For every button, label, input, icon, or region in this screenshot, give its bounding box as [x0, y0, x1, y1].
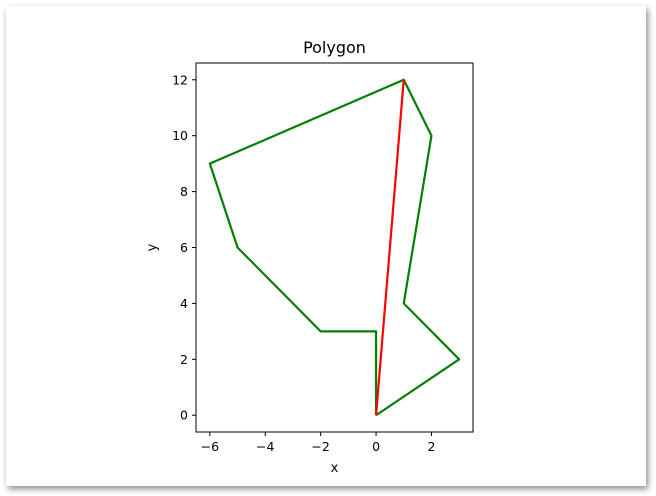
x-tick-label: −6: [201, 439, 219, 454]
x-tick-label: −2: [311, 439, 329, 454]
y-tick-label: 0: [180, 408, 188, 423]
y-tick-label: 4: [180, 296, 188, 311]
y-tick-label: 10: [172, 128, 188, 143]
x-ticks: −6 −4 −2 0 2: [201, 432, 435, 454]
y-axis-label: y: [145, 243, 160, 251]
x-tick-label: −4: [256, 439, 274, 454]
polygon-outline-line: [208, 78, 461, 417]
diagonal-line: [374, 79, 405, 416]
polygon-chart: Polygon −6 −4 −2 0 2 0 2 4 6 8 10 12 x y: [145, 38, 474, 476]
y-tick-label: 2: [180, 352, 188, 367]
chart-title: Polygon: [303, 38, 366, 57]
x-axis-label: x: [331, 461, 339, 476]
series-layer: [208, 78, 461, 417]
figure-window: Polygon −6 −4 −2 0 2 0 2 4 6 8 10 12 x y: [6, 6, 646, 486]
x-tick-label: 0: [372, 439, 380, 454]
y-tick-label: 12: [172, 72, 188, 87]
y-tick-label: 8: [180, 184, 188, 199]
y-tick-label: 6: [180, 240, 188, 255]
y-ticks: 0 2 4 6 8 10 12: [172, 72, 196, 423]
x-tick-label: 2: [427, 439, 435, 454]
